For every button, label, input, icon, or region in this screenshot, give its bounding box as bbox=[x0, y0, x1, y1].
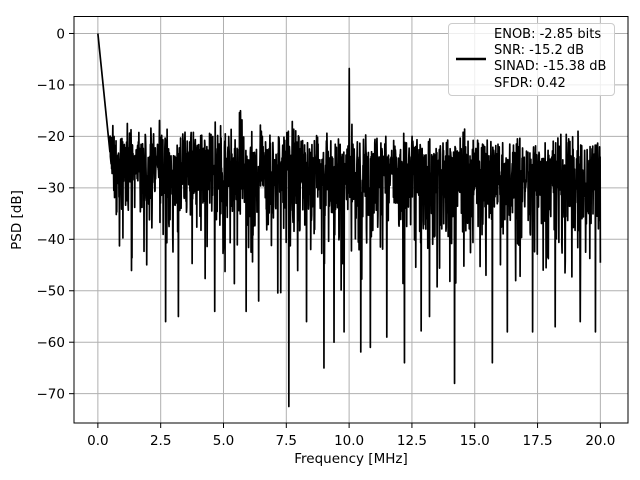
x-tick-label: 0.0 bbox=[87, 433, 108, 449]
y-tick-label: −30 bbox=[37, 181, 66, 197]
y-tick-label: 0 bbox=[56, 26, 65, 42]
x-tick-label: 7.5 bbox=[276, 433, 297, 449]
legend-metric-snr: SNR: -15.2 dB bbox=[494, 43, 585, 59]
psd-trace bbox=[97, 33, 602, 408]
x-tick-label: 12.5 bbox=[397, 433, 427, 449]
legend-metric-sinad: SINAD: -15.38 dB bbox=[494, 59, 607, 75]
x-tick-label: 10.0 bbox=[334, 433, 364, 449]
legend-metric-enob: ENOB: -2.85 bits bbox=[494, 27, 602, 42]
x-axis-label: Frequency [MHz] bbox=[294, 451, 408, 467]
legend-text-block: ENOB: -2.85 bits SNR: -15.2 dB SINAD: -1… bbox=[494, 27, 606, 92]
y-tick-label: −70 bbox=[37, 386, 66, 402]
x-tick-label: 17.5 bbox=[523, 433, 553, 449]
y-axis-label: PSD [dB] bbox=[9, 190, 25, 250]
y-tick-label: −60 bbox=[37, 335, 66, 351]
y-tick-label: −20 bbox=[37, 129, 66, 145]
x-tick-label: 2.5 bbox=[150, 433, 171, 449]
legend-line-sample-icon bbox=[456, 58, 486, 61]
axes-spines bbox=[73, 16, 629, 424]
x-tick-label: 5.0 bbox=[213, 433, 234, 449]
legend-metric-sfdr: SFDR: 0.42 bbox=[494, 75, 566, 91]
x-tick-label: 15.0 bbox=[460, 433, 490, 449]
y-tick-label: −10 bbox=[37, 78, 66, 94]
x-tick-label: 20.0 bbox=[585, 433, 615, 449]
y-tick-label: −40 bbox=[37, 232, 66, 248]
legend: ENOB: -2.85 bits SNR: -15.2 dB SINAD: -1… bbox=[448, 23, 616, 96]
y-tick-label: −50 bbox=[37, 284, 66, 300]
